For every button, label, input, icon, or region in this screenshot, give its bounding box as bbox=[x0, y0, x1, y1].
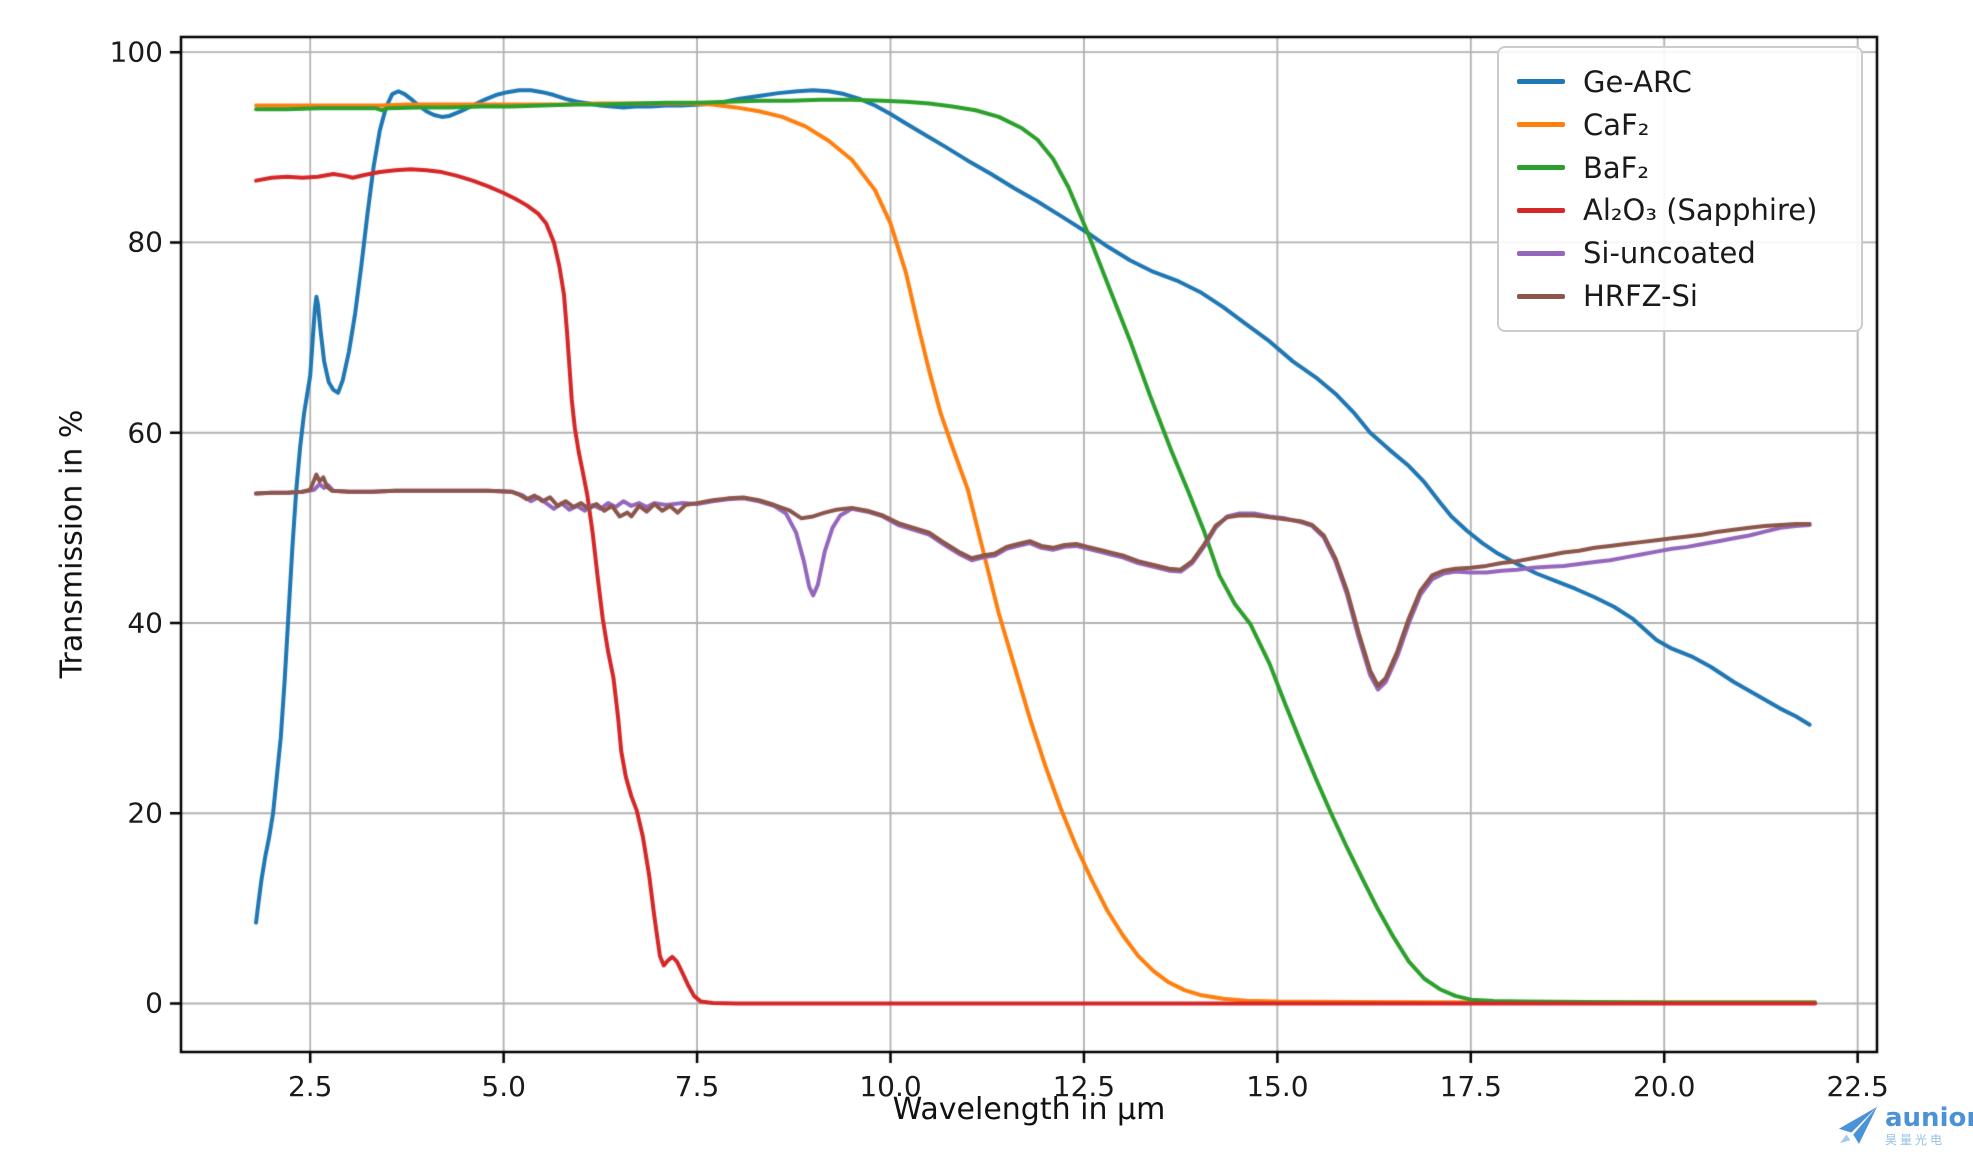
x-tick-label: 5.0 bbox=[481, 1070, 526, 1103]
y-tick-label: 40 bbox=[127, 606, 163, 640]
x-tick-label: 22.5 bbox=[1826, 1070, 1889, 1103]
legend-entry: CaF₂ bbox=[1499, 108, 1861, 142]
x-tick-label: 2.5 bbox=[287, 1070, 333, 1103]
legend-entry: Si-uncoated bbox=[1499, 236, 1861, 270]
x-axis-title: Wavelength in μm bbox=[892, 1092, 1166, 1127]
y-tick-label: 0 bbox=[145, 986, 163, 1020]
brand-name: aunion bbox=[1885, 1102, 1973, 1133]
x-tick-label: 10.0 bbox=[859, 1070, 922, 1103]
legend-entry: BaF₂ bbox=[1499, 151, 1861, 185]
legend-line-swatch bbox=[1517, 79, 1565, 85]
y-tick-label: 60 bbox=[127, 416, 163, 450]
legend: Ge-ARC CaF₂ BaF₂ Al₂O₃ (Sapphire) Si-uncoate… bbox=[1497, 46, 1863, 332]
x-tick-label: 17.5 bbox=[1439, 1070, 1502, 1103]
legend-line-swatch bbox=[1517, 250, 1565, 256]
legend-label: Al₂O₃ (Sapphire) bbox=[1583, 193, 1818, 228]
x-tick-label: 15.0 bbox=[1246, 1070, 1309, 1103]
legend-label: Si-uncoated bbox=[1583, 236, 1756, 271]
legend-label: BaF₂ bbox=[1583, 150, 1649, 185]
x-tick-label: 12.5 bbox=[1052, 1070, 1116, 1103]
brand-subtitle: 昊量光电 bbox=[1885, 1132, 1946, 1147]
legend-line-swatch bbox=[1517, 207, 1565, 213]
legend-line-swatch bbox=[1517, 122, 1565, 128]
legend-entry: Al₂O₃ (Sapphire) bbox=[1499, 193, 1861, 227]
brand-logo: aunion 昊量光电 bbox=[1838, 1104, 1973, 1146]
y-tick-label: 20 bbox=[127, 796, 163, 830]
x-tick-label: 7.5 bbox=[674, 1070, 720, 1103]
legend-entry: Ge-ARC bbox=[1499, 65, 1861, 99]
y-tick-label: 80 bbox=[127, 225, 163, 259]
x-tick-label: 20.0 bbox=[1633, 1070, 1696, 1103]
legend-entry: HRFZ-Si bbox=[1499, 279, 1861, 313]
legend-label: Ge-ARC bbox=[1583, 64, 1692, 99]
legend-label: CaF₂ bbox=[1583, 107, 1650, 142]
brand-text: aunion 昊量光电 bbox=[1885, 1105, 1973, 1146]
legend-line-swatch bbox=[1517, 165, 1565, 171]
legend-label: HRFZ-Si bbox=[1583, 279, 1698, 314]
legend-line-swatch bbox=[1517, 293, 1565, 299]
paper-plane-icon bbox=[1838, 1106, 1878, 1145]
y-tick-label: 100 bbox=[109, 35, 163, 69]
y-axis-title: Transmission in % bbox=[54, 409, 90, 679]
